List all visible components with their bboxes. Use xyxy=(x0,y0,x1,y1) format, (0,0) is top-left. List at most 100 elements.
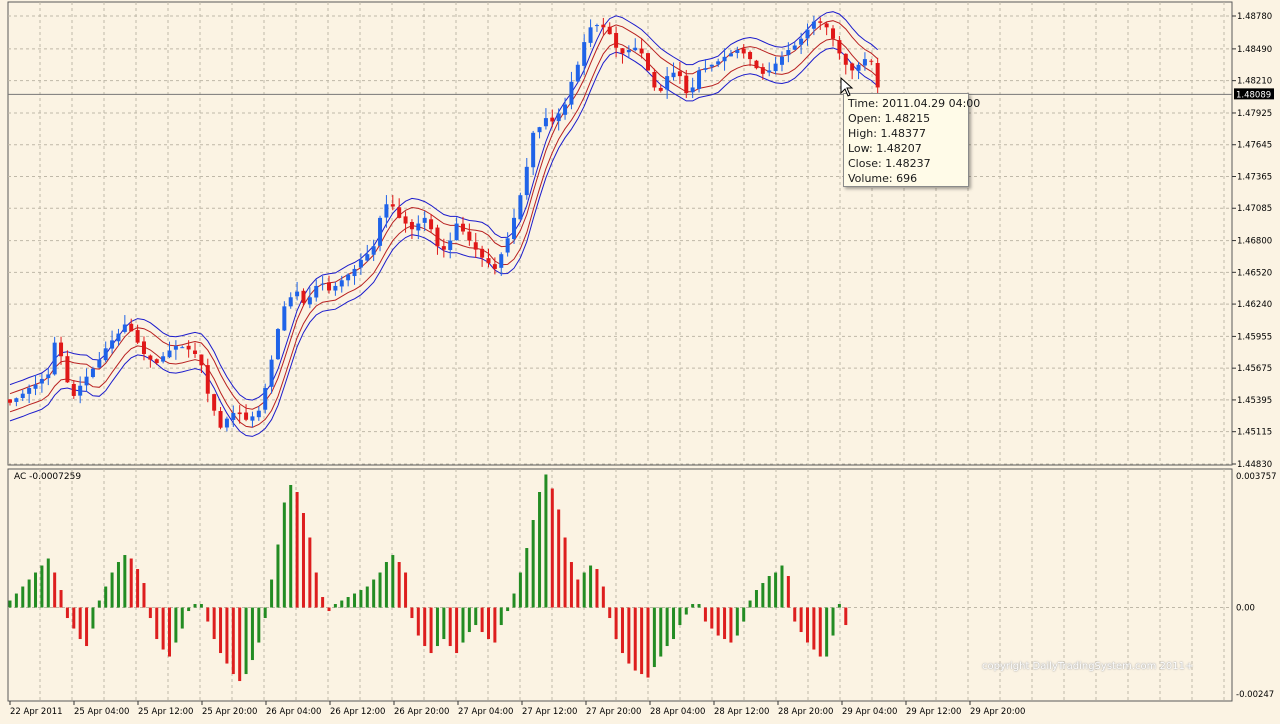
candle-body xyxy=(269,359,274,387)
ac-bar xyxy=(786,576,790,608)
ac-bar xyxy=(168,607,171,657)
price-tick-label: 1.47365 xyxy=(1237,172,1272,182)
ac-bar xyxy=(614,607,618,640)
price-tick-label: 1.45675 xyxy=(1237,364,1272,374)
ac-bar xyxy=(231,607,235,675)
ac-bar xyxy=(684,607,688,615)
candle-body xyxy=(339,280,344,287)
candle-body xyxy=(626,50,631,53)
ac-bar xyxy=(761,583,765,608)
candle-body xyxy=(65,356,70,383)
ac-bar xyxy=(321,597,325,608)
ac-bar xyxy=(557,509,561,608)
ac-bar xyxy=(461,607,465,643)
ac-bar xyxy=(544,474,548,608)
ac-bar xyxy=(487,607,490,640)
ac-bar xyxy=(238,607,242,682)
ac-bar xyxy=(423,607,427,647)
ac-bar xyxy=(793,607,797,622)
candle-body xyxy=(8,399,12,403)
ac-bar xyxy=(780,565,784,608)
candle-body xyxy=(671,72,676,78)
ac-bar xyxy=(295,491,299,608)
candle-body xyxy=(314,285,319,298)
candle-body xyxy=(218,411,223,428)
candle-body xyxy=(231,412,236,420)
price-tick-label: 1.44830 xyxy=(1237,460,1272,470)
price-tick-label: 1.48490 xyxy=(1237,45,1272,55)
indicator-label: AC -0.0007259 xyxy=(14,472,82,482)
ac-bar xyxy=(754,590,758,608)
ac-bar xyxy=(263,607,267,619)
candle-body xyxy=(180,347,185,349)
ac-bar xyxy=(193,604,197,608)
tooltip-open: Open: 1.48215 xyxy=(848,112,931,125)
candle-body xyxy=(454,223,459,241)
candle-body xyxy=(263,388,268,410)
ac-bar xyxy=(187,607,191,612)
candle-body xyxy=(594,25,599,27)
ac-bar xyxy=(837,604,841,608)
ac-bar xyxy=(21,586,25,608)
ac-bar xyxy=(212,607,216,640)
candle-body xyxy=(843,53,848,65)
candle-body xyxy=(862,59,867,66)
ac-bar xyxy=(767,576,771,608)
candle-body xyxy=(435,227,440,247)
ac-bar xyxy=(729,607,733,643)
candle-body xyxy=(390,204,395,207)
candle-body xyxy=(224,418,229,428)
candle-body xyxy=(59,342,64,357)
candle-body xyxy=(52,342,57,375)
candle-body xyxy=(135,330,140,343)
candle-body xyxy=(818,21,823,23)
candle-body xyxy=(505,238,510,253)
candle-body xyxy=(716,61,721,65)
time-tick-label: 29 Apr 12:00 xyxy=(906,707,961,717)
ac-bar xyxy=(429,607,433,654)
ac-bar xyxy=(123,555,127,608)
candle-body xyxy=(786,50,791,56)
ac-bar xyxy=(499,607,503,626)
price-tick-label: 1.47085 xyxy=(1237,204,1272,214)
candle-body xyxy=(409,222,414,230)
price-tick-label: 1.46240 xyxy=(1237,300,1272,310)
candle-body xyxy=(499,254,504,268)
mouse-cursor-icon xyxy=(840,76,854,101)
ac-bar xyxy=(161,607,165,650)
candle-body xyxy=(78,385,83,396)
candle-body xyxy=(722,56,727,62)
candle-body xyxy=(754,60,759,69)
candle-body xyxy=(652,72,657,88)
tooltip-low: Low: 1.48207 xyxy=(848,142,922,155)
ac-bar xyxy=(276,544,280,608)
ac-bar xyxy=(129,558,133,608)
ac-bar xyxy=(620,607,624,654)
envelope-inner-lower xyxy=(9,38,879,428)
ac-bar xyxy=(34,572,38,608)
ac-bar xyxy=(678,607,682,626)
ac-bar xyxy=(206,607,210,622)
ac-bar xyxy=(633,607,637,671)
ac-bar xyxy=(748,600,752,608)
ac-bar xyxy=(244,607,248,675)
candle-body xyxy=(824,23,829,28)
ac-bar xyxy=(174,607,178,643)
candle-body xyxy=(97,359,102,368)
ac-bar xyxy=(818,607,822,657)
ac-bar xyxy=(97,600,101,608)
tooltip-time: Time: 2011.04.29 04:00 xyxy=(848,97,981,110)
candle-body xyxy=(141,341,146,354)
price-tick-label: 1.45395 xyxy=(1237,396,1272,406)
candle-body xyxy=(492,264,497,269)
ac-bar xyxy=(378,572,382,608)
ac-bar xyxy=(65,607,69,619)
candle-body xyxy=(103,348,108,361)
time-tick-label: 29 Apr 04:00 xyxy=(842,707,897,717)
ac-bar xyxy=(442,607,446,640)
candle-body xyxy=(327,282,331,291)
ac-bar xyxy=(448,607,452,647)
candle-body xyxy=(441,246,446,250)
